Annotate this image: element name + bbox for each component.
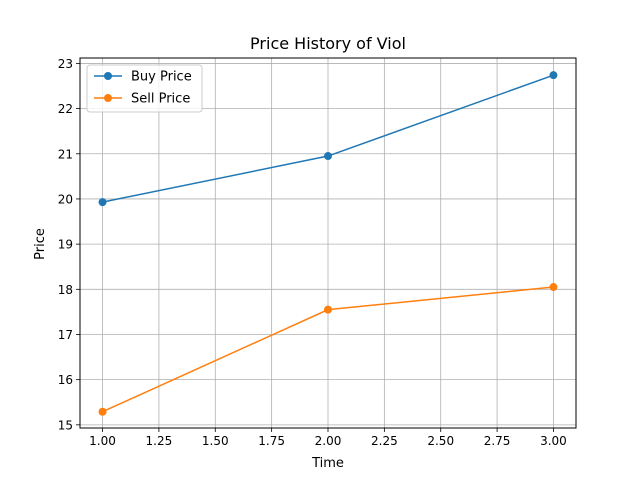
data-point xyxy=(324,305,332,314)
series-group xyxy=(98,71,558,416)
y-tick-label: 17 xyxy=(58,328,73,342)
y-tick-label: 18 xyxy=(58,283,73,297)
x-tick-label: 1.25 xyxy=(146,434,173,448)
legend-label: Sell Price xyxy=(131,92,190,107)
y-axis: 15 16 17 18 19 20 21 22 23 xyxy=(58,57,80,432)
x-tick-label: 1.00 xyxy=(89,434,116,448)
data-point xyxy=(98,407,107,416)
legend: Buy Price Sell Price xyxy=(86,64,203,113)
legend-label: Buy Price xyxy=(131,70,192,85)
y-tick-label: 15 xyxy=(58,418,73,432)
y-tick-label: 22 xyxy=(58,102,73,116)
x-tick-label: 2.75 xyxy=(484,434,511,448)
data-point xyxy=(549,71,558,80)
y-tick-label: 23 xyxy=(58,57,73,71)
x-axis-label: Time xyxy=(311,456,344,471)
x-tick-label: 2.00 xyxy=(315,434,342,448)
y-tick-label: 16 xyxy=(58,373,73,387)
y-tick-label: 20 xyxy=(58,192,73,206)
legend-marker xyxy=(104,94,112,102)
x-tick-label: 2.25 xyxy=(371,434,398,448)
grid xyxy=(80,58,576,428)
x-tick-label: 3.00 xyxy=(540,434,567,448)
data-point xyxy=(324,152,332,161)
x-tick-label: 1.50 xyxy=(202,434,229,448)
legend-marker xyxy=(104,72,112,80)
data-point xyxy=(549,283,558,292)
chart-title: Price History of Viol xyxy=(250,34,406,53)
x-tick-label: 2.50 xyxy=(427,434,454,448)
data-point xyxy=(98,198,107,207)
x-axis: 1.00 1.25 1.50 1.75 2.00 2.25 2.50 2.75 3.00 xyxy=(89,428,567,448)
y-axis-label: Price xyxy=(33,228,48,260)
y-tick-label: 21 xyxy=(58,147,73,161)
x-tick-label: 1.75 xyxy=(258,434,285,448)
y-tick-label: 19 xyxy=(58,238,73,252)
